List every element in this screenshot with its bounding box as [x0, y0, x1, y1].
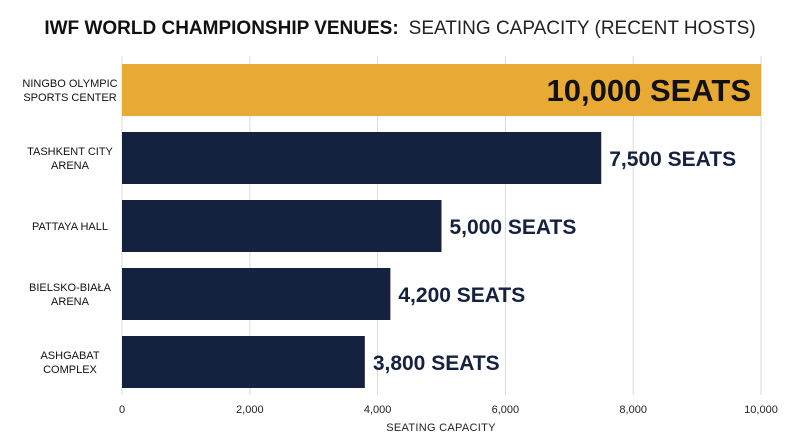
data-label: 5,000 SEATS: [450, 216, 577, 239]
category-label: TASHKENT CITY ARENA: [27, 146, 113, 172]
x-tick-label: 2,000: [236, 404, 264, 416]
bar: [122, 200, 442, 252]
bar: [122, 64, 761, 116]
x-tick-label: 4,000: [364, 404, 392, 416]
chart-title: IWF WORLD CHAMPIONSHIP VENUES: SEATING C…: [44, 18, 755, 39]
x-tick-label: 0: [119, 404, 125, 416]
bar: [122, 336, 365, 388]
category-label: ASHGABAT COMPLEX: [40, 350, 99, 376]
data-label: 10,000 SEATS: [547, 73, 751, 108]
bars: [122, 64, 761, 388]
category-label: NINGBO OLYMPIC SPORTS CENTER: [22, 78, 117, 104]
data-label: 7,500 SEATS: [609, 148, 736, 171]
bar: [122, 268, 391, 320]
x-axis-ticks: 0 2,000 4,000 6,000 8,000 10,000: [119, 404, 778, 416]
bar: [122, 132, 602, 184]
x-tick-label: 10,000: [744, 404, 778, 416]
data-label: 4,200 SEATS: [398, 284, 525, 307]
x-axis-title: SEATING CAPACITY: [386, 422, 496, 434]
chart-title-bold: IWF WORLD CHAMPIONSHIP VENUES:: [44, 18, 398, 39]
category-label: BIELSKO-BIAŁA ARENA: [29, 282, 112, 308]
data-label: 3,800 SEATS: [373, 352, 500, 375]
category-labels: NINGBO OLYMPIC SPORTS CENTER TASHKENT CITY…: [22, 78, 117, 376]
data-labels: 10,000 SEATS 7,500 SEATS 5,000 SEATS 4,200 …: [373, 73, 751, 375]
x-tick-label: 8,000: [619, 404, 647, 416]
chart-title-rest: SEATING CAPACITY (RECENT HOSTS): [409, 18, 756, 39]
x-tick-label: 6,000: [492, 404, 520, 416]
category-label: PATTAYA HALL: [32, 221, 108, 233]
